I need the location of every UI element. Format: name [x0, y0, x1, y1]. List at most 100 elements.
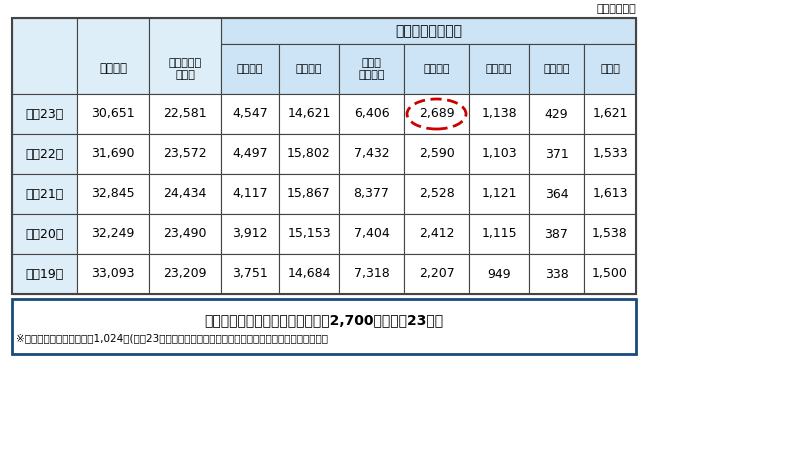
Text: 6,406: 6,406 [354, 107, 390, 120]
Bar [469, 44, 529, 94]
Bar [529, 94, 584, 134]
Text: 平成22年: 平成22年 [26, 148, 64, 160]
Text: 男女問題: 男女問題 [486, 64, 512, 74]
Text: 1,138: 1,138 [481, 107, 517, 120]
Bar [404, 134, 469, 174]
Bar [404, 214, 469, 254]
Text: 2,590: 2,590 [418, 148, 454, 160]
Text: 学校問題: 学校問題 [543, 64, 570, 74]
Bar [339, 254, 404, 294]
Bar [149, 94, 221, 134]
Text: （単位：人）: （単位：人） [596, 4, 636, 14]
Bar [469, 134, 529, 174]
Text: 1,115: 1,115 [481, 228, 517, 241]
Bar [12, 254, 77, 294]
Text: 家庭問題: 家庭問題 [237, 64, 263, 74]
Bar [12, 94, 77, 134]
Text: 7,318: 7,318 [354, 268, 390, 281]
Bar [149, 174, 221, 214]
Text: 原因・動機
特定者: 原因・動機 特定者 [169, 58, 202, 80]
Bar [77, 94, 149, 134]
Bar [339, 214, 404, 254]
Text: 8,377: 8,377 [354, 188, 390, 201]
Bar [279, 44, 339, 94]
Bar [584, 134, 636, 174]
Bar [529, 214, 584, 254]
Bar [529, 44, 584, 94]
Text: 勤務問題を理由とする自殺者　約2,700人（平成23年）: 勤務問題を理由とする自殺者 約2,700人（平成23年） [205, 313, 443, 327]
Bar [404, 174, 469, 214]
Text: 経済･
生活問題: 経済･ 生活問題 [358, 58, 385, 80]
Bar [584, 174, 636, 214]
Bar [12, 18, 221, 44]
Text: 勤務問題: 勤務問題 [423, 64, 450, 74]
Bar [404, 254, 469, 294]
Text: 1,103: 1,103 [481, 148, 517, 160]
Bar [149, 254, 221, 294]
Bar [149, 18, 221, 94]
Bar [77, 18, 149, 94]
Text: 4,117: 4,117 [232, 188, 268, 201]
Text: 14,621: 14,621 [287, 107, 330, 120]
Text: 健康問題: 健康問題 [296, 64, 322, 74]
Bar [339, 44, 404, 94]
Bar [279, 94, 339, 134]
Text: 3,751: 3,751 [232, 268, 268, 281]
Bar [404, 94, 469, 134]
Text: 33,093: 33,093 [91, 268, 134, 281]
Bar [221, 214, 279, 254]
Text: 949: 949 [487, 268, 511, 281]
Text: 7,432: 7,432 [354, 148, 390, 160]
Bar [529, 134, 584, 174]
Text: 平成20年: 平成20年 [26, 228, 64, 241]
Text: 23,490: 23,490 [163, 228, 206, 241]
Bar [584, 44, 636, 94]
Text: 338: 338 [545, 268, 568, 281]
Text: 2,528: 2,528 [418, 188, 454, 201]
Text: 429: 429 [545, 107, 568, 120]
Bar [469, 214, 529, 254]
Text: 4,497: 4,497 [232, 148, 268, 160]
Text: 31,690: 31,690 [91, 148, 134, 160]
Text: 15,153: 15,153 [287, 228, 331, 241]
Bar [221, 94, 279, 134]
Bar [339, 134, 404, 174]
Text: 371: 371 [545, 148, 568, 160]
Bar [469, 94, 529, 134]
Bar [279, 134, 339, 174]
Bar [469, 254, 529, 294]
Bar [149, 214, 221, 254]
Bar [12, 18, 77, 94]
Text: 1,121: 1,121 [482, 188, 517, 201]
Text: 14,684: 14,684 [287, 268, 330, 281]
Bar [77, 134, 149, 174]
Bar [12, 174, 77, 214]
Text: 平成23年: 平成23年 [26, 107, 64, 120]
Bar [12, 299, 636, 354]
Text: 23,572: 23,572 [163, 148, 207, 160]
Bar [279, 174, 339, 214]
Text: ※労働災害による死亡者数1,024人(平成23年）（東日本大震災を直接の原因とする死亡者数を除く。）: ※労働災害による死亡者数1,024人(平成23年）（東日本大震災を直接の原因とす… [16, 334, 328, 343]
Text: 7,404: 7,404 [354, 228, 390, 241]
Text: 364: 364 [545, 188, 568, 201]
Text: 平成21年: 平成21年 [26, 188, 64, 201]
Bar [77, 174, 149, 214]
Text: 3,912: 3,912 [232, 228, 268, 241]
Bar [12, 134, 77, 174]
Bar [221, 174, 279, 214]
Text: 自殺の原因・動機: 自殺の原因・動機 [395, 24, 462, 38]
Text: 1,621: 1,621 [592, 107, 628, 120]
Bar [12, 18, 636, 294]
Text: 15,867: 15,867 [287, 188, 331, 201]
Bar [221, 254, 279, 294]
Bar [221, 18, 636, 44]
Text: 1,533: 1,533 [592, 148, 628, 160]
Bar [149, 134, 221, 174]
Bar [404, 44, 469, 94]
Bar [584, 94, 636, 134]
Bar [584, 254, 636, 294]
Bar [469, 174, 529, 214]
Bar [279, 254, 339, 294]
Bar [12, 18, 636, 294]
Text: 平成19年: 平成19年 [26, 268, 64, 281]
